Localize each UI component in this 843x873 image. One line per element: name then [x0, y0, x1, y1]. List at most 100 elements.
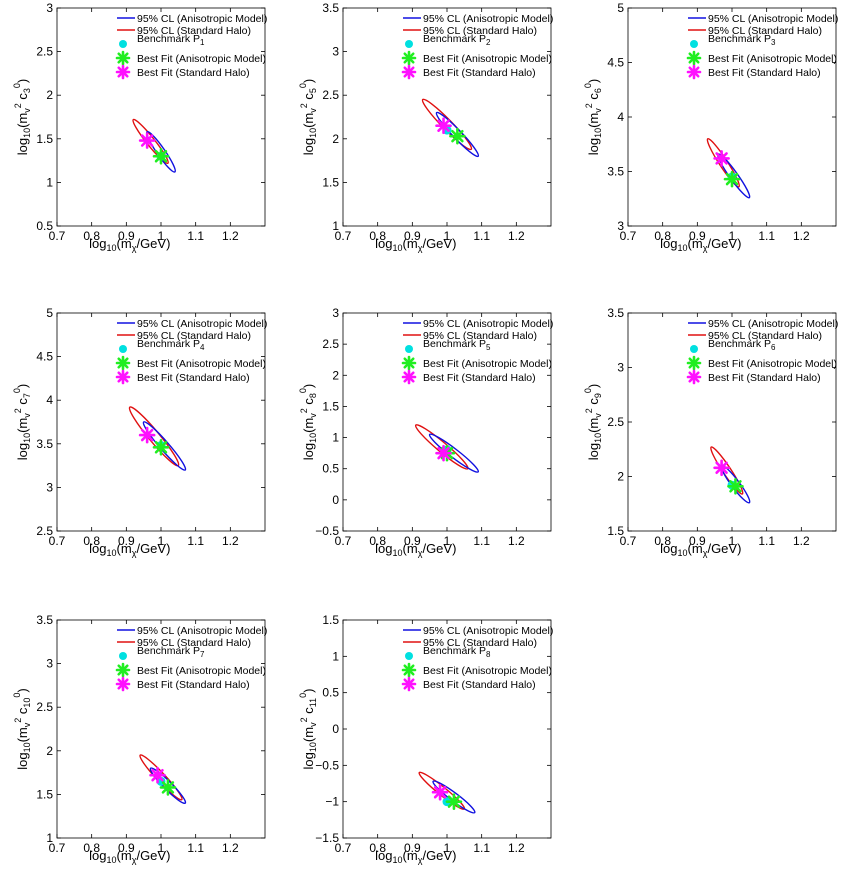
legend-best-aniso-label: Best Fit (Anisotropic Model) — [137, 53, 266, 65]
legend-best-standard-label: Best Fit (Standard Halo) — [423, 679, 536, 691]
legend: 95% CL (Anisotropic Model)95% CL (Standa… — [401, 625, 553, 692]
y-tick-label: 0 — [332, 493, 339, 507]
best-fit-anisotropic-marker — [152, 438, 170, 456]
x-tick-label: 0.7 — [620, 229, 637, 243]
legend-standard-label: 95% CL (Standard Halo) — [423, 25, 537, 37]
x-tick-label: 0.9 — [118, 534, 135, 548]
y-tick-label: −0.5 — [315, 758, 339, 772]
x-tick-label: 1.1 — [758, 229, 775, 243]
legend: 95% CL (Anisotropic Model)95% CL (Standa… — [115, 13, 267, 80]
y-tick-label: 3 — [46, 1, 53, 15]
x-tick-label: 1 — [444, 841, 451, 855]
legend-best-standard-label: Best Fit (Standard Halo) — [708, 372, 821, 384]
x-tick-label: 0.7 — [335, 534, 352, 548]
legend-best-aniso-label: Best Fit (Anisotropic Model) — [708, 358, 837, 370]
legend-best-aniso-marker — [686, 355, 702, 371]
x-tick-label: 0.7 — [335, 229, 352, 243]
x-axis-label: log10(mχ/GeV) — [375, 236, 456, 253]
y-tick-label: 3 — [617, 361, 624, 375]
best-fit-anisotropic-marker — [159, 779, 177, 796]
legend-aniso-label: 95% CL (Anisotropic Model) — [423, 625, 553, 637]
legend-standard-label: 95% CL (Standard Halo) — [137, 637, 251, 649]
y-tick-label: 3 — [46, 480, 53, 494]
x-tick-label: 0.9 — [118, 229, 135, 243]
y-tick-label: 3.5 — [322, 1, 339, 15]
y-tick-label: 1.5 — [322, 399, 339, 413]
legend-aniso-label: 95% CL (Anisotropic Model) — [137, 13, 267, 25]
y-axis-label: log10(mv2 c110) — [298, 689, 318, 770]
legend-standard-label: 95% CL (Standard Halo) — [137, 25, 251, 37]
y-tick-label: 2.5 — [36, 700, 53, 714]
panel-4: 0.7 0.8 0.9 1 1.1 1.2 2.5 3 3.5 4 4.5 5 log10(mχ/GeV… — [12, 306, 267, 558]
y-axis-label: log10(mv2 c80) — [298, 384, 318, 461]
y-tick-label: 2 — [46, 88, 53, 102]
x-axis-label: log10(mχ/GeV) — [89, 848, 170, 865]
legend-best-aniso-marker — [686, 50, 702, 66]
legend-best-standard-label: Best Fit (Standard Halo) — [137, 679, 250, 691]
x-tick-label: 1.1 — [758, 534, 775, 548]
legend-benchmark-label: Benchmark P7 — [137, 645, 205, 659]
best-fit-standard-marker — [138, 426, 156, 444]
x-axis-label: log10(mχ/GeV) — [89, 541, 170, 558]
best-fit-standard-marker — [435, 444, 452, 462]
legend-best-aniso-marker — [401, 355, 417, 371]
y-tick-label: 3 — [332, 45, 339, 59]
y-tick-label: 1 — [332, 431, 339, 445]
x-tick-label: 0.8 — [654, 229, 671, 243]
x-tick-label: 0.9 — [118, 841, 135, 855]
x-tick-label: 1 — [158, 534, 165, 548]
legend-aniso-label: 95% CL (Anisotropic Model) — [708, 318, 838, 330]
x-tick-label: 1 — [444, 229, 451, 243]
best-fit-standard-marker — [713, 150, 730, 167]
x-tick-label: 0.8 — [369, 229, 386, 243]
y-tick-label: −1.5 — [315, 831, 339, 845]
y-tick-label: 0 — [332, 722, 339, 736]
legend-benchmark-label: Benchmark P3 — [708, 33, 776, 47]
y-axis-label: log10(mv2 c100) — [12, 688, 32, 770]
plot-frame — [342, 312, 552, 532]
y-tick-label: 1 — [332, 219, 339, 233]
best-fit-anisotropic-marker — [445, 793, 463, 810]
legend-best-standard-marker — [401, 64, 417, 80]
legend-benchmark-label: Benchmark P5 — [423, 338, 491, 352]
x-axis-label: log10(mχ/GeV) — [375, 848, 456, 865]
legend-best-standard-label: Best Fit (Standard Halo) — [708, 67, 821, 79]
legend-benchmark-marker — [690, 345, 698, 353]
y-tick-label: 5 — [617, 1, 624, 15]
x-tick-label: 1.2 — [793, 229, 810, 243]
x-tick-label: 0.9 — [404, 229, 421, 243]
y-axis-label: log10(mv2 c30) — [12, 79, 32, 156]
y-tick-label: 4 — [46, 393, 53, 407]
legend-aniso-label: 95% CL (Anisotropic Model) — [137, 625, 267, 637]
legend-best-standard-label: Best Fit (Standard Halo) — [137, 67, 250, 79]
legend-best-aniso-marker — [401, 662, 417, 678]
panel-3: 0.7 0.8 0.9 1 1.1 1.2 3 3.5 4 4.5 5 log10(mχ/GeV) lo… — [583, 1, 838, 253]
best-fit-standard-marker — [435, 117, 452, 135]
x-tick-label: 0.9 — [404, 841, 421, 855]
panel-1: 0.7 0.8 0.9 1 1.1 1.2 0.5 1 1.5 2 2.5 3 log10(mχ/GeV… — [12, 1, 267, 253]
plot-frame — [56, 7, 266, 227]
plot-frame — [56, 312, 266, 532]
legend-aniso-label: 95% CL (Anisotropic Model) — [708, 13, 838, 25]
x-tick-label: 0.7 — [620, 534, 637, 548]
legend-best-aniso-label: Best Fit (Anisotropic Model) — [708, 53, 837, 65]
panel-6: 0.7 0.8 0.9 1 1.1 1.2 1.5 2 2.5 3 3.5 log10(mχ/GeV)… — [583, 306, 838, 558]
x-axis-label: log10(mχ/GeV) — [375, 541, 456, 558]
legend-best-aniso-label: Best Fit (Anisotropic Model) — [423, 358, 552, 370]
y-tick-label: 3 — [332, 306, 339, 320]
y-tick-label: 3 — [46, 657, 53, 671]
x-tick-label: 1.2 — [508, 841, 525, 855]
legend-best-standard-marker — [686, 64, 702, 80]
y-tick-label: 1.5 — [36, 132, 53, 146]
y-tick-label: 2.5 — [36, 524, 53, 538]
legend-benchmark-marker — [405, 40, 413, 48]
x-tick-label: 1.2 — [222, 841, 239, 855]
x-tick-label: 0.8 — [369, 841, 386, 855]
legend-benchmark-marker — [690, 40, 698, 48]
legend-best-aniso-label: Best Fit (Anisotropic Model) — [423, 665, 552, 677]
best-fit-anisotropic-marker — [723, 170, 741, 188]
y-tick-label: 0.5 — [36, 219, 53, 233]
legend-best-aniso-label: Best Fit (Anisotropic Model) — [423, 53, 552, 65]
y-tick-label: 4 — [617, 110, 624, 124]
y-tick-label: 2.5 — [322, 88, 339, 102]
